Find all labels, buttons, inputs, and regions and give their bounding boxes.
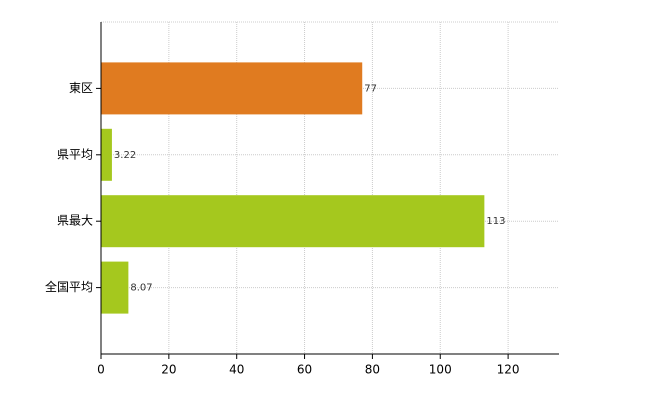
x-tick-label: 80 [365, 363, 380, 377]
x-tick-label: 120 [497, 363, 520, 377]
data-label: 3.22 [114, 150, 136, 161]
data-label: 8.07 [130, 283, 152, 294]
bar [101, 261, 129, 314]
y-tick-label: 県最大 [57, 214, 93, 228]
bar [101, 195, 485, 248]
x-tick-label: 40 [229, 363, 244, 377]
bar [101, 62, 363, 115]
x-tick-label: 100 [429, 363, 452, 377]
x-tick-label: 60 [297, 363, 312, 377]
bar [101, 128, 112, 181]
y-tick-label: 県平均 [57, 147, 93, 161]
data-label: 113 [486, 216, 505, 227]
data-label: 77 [364, 83, 377, 94]
x-tick-label: 0 [97, 363, 105, 377]
x-tick-label: 20 [161, 363, 176, 377]
y-tick-label: 全国平均 [45, 279, 93, 294]
y-tick-label: 東区 [69, 81, 93, 95]
